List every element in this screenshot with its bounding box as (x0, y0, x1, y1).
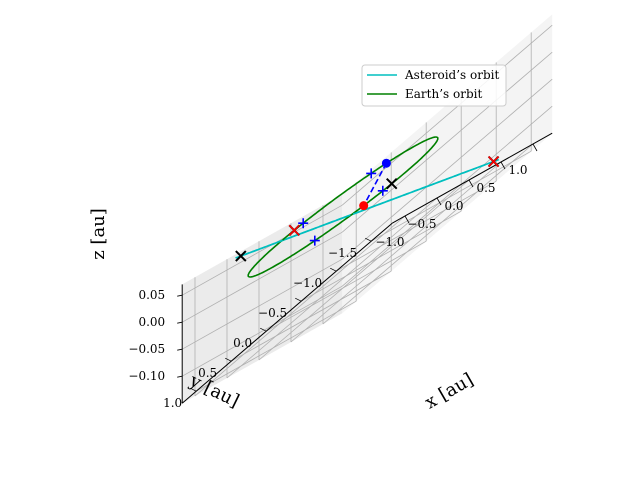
z-tick-mark (177, 294, 183, 297)
axis-lines (181, 132, 553, 404)
grid-line-y (301, 210, 462, 302)
point-dot (359, 201, 369, 211)
z-tick-mark (177, 348, 183, 351)
point-cross (288, 224, 300, 236)
grid-line-z (341, 24, 553, 206)
dashed-line-1 (362, 162, 388, 207)
grid-line-x (322, 143, 534, 325)
y-tick-label: 0.5 (198, 366, 217, 380)
y-tick-label: −1.0 (293, 276, 322, 290)
x-tick-mark (500, 161, 506, 170)
grid-line-z (182, 231, 343, 323)
grid-line-z (182, 285, 343, 377)
x-tick-label: −0.5 (407, 217, 436, 231)
y-tick-mark (190, 387, 197, 392)
z-tick-mark (177, 375, 183, 378)
x-axis-label: x [au] (421, 369, 477, 413)
y-tick-label: 0.0 (233, 336, 252, 350)
grid-line-z (182, 258, 343, 350)
point-plus (366, 168, 377, 179)
x-tick-label: 0.0 (444, 199, 463, 213)
z-axis-label: z [au] (88, 208, 109, 260)
back-pane-left (182, 194, 343, 404)
point-dot (381, 158, 391, 168)
point-plus (377, 185, 388, 196)
axis-ticks: −1.0−0.50.00.51.01.00.50.0−0.5−1.0−1.50.… (128, 143, 538, 410)
z-tick-label: −0.10 (128, 369, 165, 383)
legend-earth-label: Earth’s orbit (405, 87, 482, 101)
y-axis-line (181, 222, 393, 404)
grid-line-y (231, 270, 392, 362)
point-cross (386, 178, 398, 190)
y-tick-mark (330, 267, 337, 272)
grid-line-x (226, 197, 438, 379)
point-plus (309, 235, 320, 246)
x-tick-mark (468, 179, 474, 188)
grid-line-y (371, 150, 532, 242)
point-plus (298, 218, 309, 229)
legend-asteroid-label: Asteroid’s orbit (404, 68, 499, 82)
y-tick-mark (260, 327, 267, 332)
x-tick-mark (532, 143, 538, 152)
z-tick-label: 0.00 (138, 315, 165, 329)
legend: Asteroid’s orbit Earth’s orbit (361, 64, 507, 107)
x-tick-label: 1.0 (508, 163, 527, 177)
x-tick-mark (436, 197, 442, 206)
plot-markers (235, 155, 500, 262)
x-tick-mark (404, 215, 410, 224)
grid-line-y (266, 240, 427, 332)
z-tick-mark (177, 321, 183, 324)
grid-line-x (194, 215, 406, 397)
legend-frame (361, 64, 507, 107)
y-tick-label: −1.5 (328, 246, 357, 260)
point-cross (235, 250, 247, 262)
point-cross (488, 156, 500, 168)
grid-line-z (341, 105, 553, 287)
grid-line-x (290, 161, 502, 343)
grid-line-x (258, 179, 470, 361)
x-tick-label: 0.5 (476, 181, 495, 195)
y-tick-mark (295, 297, 302, 302)
grid-line-y (336, 180, 497, 272)
y-tick-label: 1.0 (163, 396, 182, 410)
grid-line-z (341, 78, 553, 260)
z-tick-label: 0.05 (138, 288, 165, 302)
y-tick-mark (365, 237, 372, 242)
x-tick-label: −1.0 (375, 235, 404, 249)
grid-line-z (341, 51, 553, 233)
z-tick-label: −0.05 (128, 342, 165, 356)
y-tick-label: −0.5 (258, 306, 287, 320)
y-tick-mark (225, 357, 232, 362)
x-axis-line (391, 132, 553, 224)
grid-line-y (196, 300, 357, 392)
grid-line-z (182, 204, 343, 296)
